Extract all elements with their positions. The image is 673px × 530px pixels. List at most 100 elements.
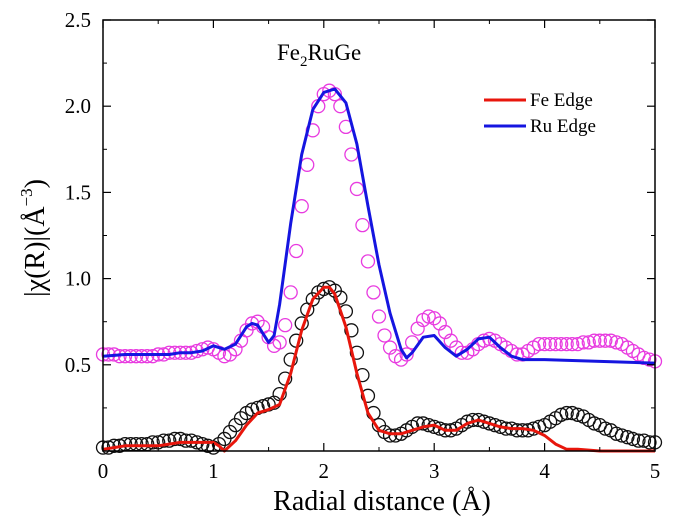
ru-edge-fit-point [537, 336, 552, 352]
ru-edge-fit-point [603, 333, 618, 348]
ru-edge-fit-point [565, 336, 580, 352]
fe-edge-fit-point [184, 433, 199, 448]
fe-edge-fit-point [233, 411, 249, 426]
fe-edge-fit-point [178, 433, 193, 448]
fe-edge-fit-point [625, 431, 641, 447]
ru-edge-fit-point [598, 333, 613, 348]
compound-annotation: Fe2RuGe [277, 40, 361, 70]
ru-edge-fit-point [636, 350, 652, 366]
ru-edge-fit-point [123, 349, 138, 364]
ru-edge-fit-point [576, 335, 591, 350]
fe-edge-fit-point [614, 428, 630, 443]
fe-edge-fit-point [565, 405, 580, 421]
ru-edge-fit-point [349, 181, 365, 197]
ru-edge-fit-point [145, 349, 160, 364]
x-tick-label: 1 [208, 459, 219, 483]
fe-edge-fit-point [349, 345, 365, 360]
fe-edge-fit-point [471, 412, 486, 428]
ru-edge-fit-point [300, 157, 315, 172]
fe-edge-fit-point [145, 435, 160, 450]
series-layer [95, 83, 663, 455]
fe-edge-fit-point [382, 428, 398, 443]
ru-edge-fit-point [134, 349, 149, 364]
x-tick-label: 4 [539, 459, 550, 483]
x-tick-label: 0 [98, 459, 109, 483]
legend: Fe Edge Ru Edge [484, 90, 596, 137]
ru-edge-line [102, 87, 656, 365]
ru-edge-fit-point [393, 352, 409, 367]
ru-edge-fit-point [289, 243, 304, 259]
fe-edge-fit-point [554, 407, 569, 422]
ru-edge-fit-point [140, 349, 155, 364]
annotation-subscript: 2 [300, 54, 308, 70]
fe-edge-fit-point [416, 416, 431, 431]
ru-edge-fit-point [454, 345, 469, 360]
fe-edge-line [102, 285, 655, 453]
fe-edge-fit-point [620, 430, 635, 445]
fe-edge-fit-point [642, 435, 657, 450]
legend-label-fe-edge: Fe Edge [530, 90, 593, 111]
fe-edge-fit-point [244, 402, 260, 417]
ru-edge-fit-point [399, 347, 414, 362]
y-axis-title-main: |χ(R)|(Å [20, 206, 51, 297]
fe-edge-fit-point [487, 417, 503, 433]
ru-edge-fit-point [548, 336, 563, 352]
legend-label-ru-edge: Ru Edge [530, 116, 596, 137]
x-axis-title: Radial distance (Å) [273, 486, 491, 517]
ru-edge-fit-point [427, 311, 442, 326]
x-tick-label: 5 [650, 459, 661, 483]
ru-edge-fit-point [272, 335, 287, 350]
fe-edge-fit-point [167, 431, 182, 447]
annotation-base: Fe [277, 40, 300, 65]
fe-edge-fit-point [631, 433, 646, 448]
x-tick-label: 2 [319, 459, 330, 483]
ru-edge-fit-point [371, 309, 387, 324]
plot-frame [102, 19, 656, 452]
ru-edge-fit-point [366, 285, 381, 300]
y-axis-title-superscript: −3 [17, 188, 36, 206]
y-axis-title-close: ) [20, 179, 51, 188]
fe-edge-fit-point [636, 433, 652, 448]
fe-edge-fit-point [360, 388, 376, 403]
ru-edge-fit-point [559, 336, 574, 352]
x-tick-label: 3 [429, 459, 440, 483]
ru-edge-fit-point [570, 336, 585, 352]
y-tick-label: 2.5 [65, 8, 91, 32]
fe-edge-fit-point [283, 352, 298, 367]
ru-edge-fit-point [531, 336, 547, 352]
ru-edge-fit-point [128, 349, 144, 364]
y-tick-label: 1.5 [65, 180, 91, 204]
fe-edge-fit-point [482, 416, 497, 431]
ru-edge-fit-point [355, 218, 370, 233]
fe-edge-fit-point [344, 323, 359, 338]
fe-edge-fit-point [156, 433, 171, 448]
ru-edge-fit-point [587, 333, 602, 348]
y-axis-title: |χ(R)|(Å−3) [17, 179, 51, 297]
fe-edge-fit-point [509, 423, 525, 438]
ru-edge-fit-point [542, 336, 558, 352]
y-tick-label: 0.5 [65, 353, 91, 377]
ru-edge-fit-point [581, 335, 596, 350]
fe-edge-fit-point [200, 438, 216, 453]
ru-edge-fit-point [360, 254, 376, 269]
ru-edge-fit-point [554, 336, 569, 352]
ru-edge-fit-point [344, 147, 359, 162]
ru-edge-fit-point [250, 314, 265, 329]
ru-edge-fit-point [377, 328, 392, 343]
y-tick-label: 2.0 [65, 94, 91, 118]
annotation-rest: RuGe [308, 40, 362, 65]
fe-edge-fit-point [333, 290, 348, 305]
fe-edge-fit-point [162, 433, 177, 448]
fe-edge-fit-point [559, 405, 574, 421]
ru-edge-fit-point [294, 199, 309, 214]
ru-edge-fit-point [421, 309, 436, 324]
ru-edge-fit-point [592, 333, 607, 348]
ru-edge-fit-point [283, 285, 298, 300]
fe-edge-fit-point [173, 431, 188, 447]
y-tick-label: 1.0 [65, 267, 91, 291]
ru-edge-fit-point [642, 352, 657, 367]
ru-edge-fit-point [278, 317, 293, 333]
fe-edge-fit-point [609, 426, 624, 441]
fe-edge-fit-point [432, 421, 447, 436]
